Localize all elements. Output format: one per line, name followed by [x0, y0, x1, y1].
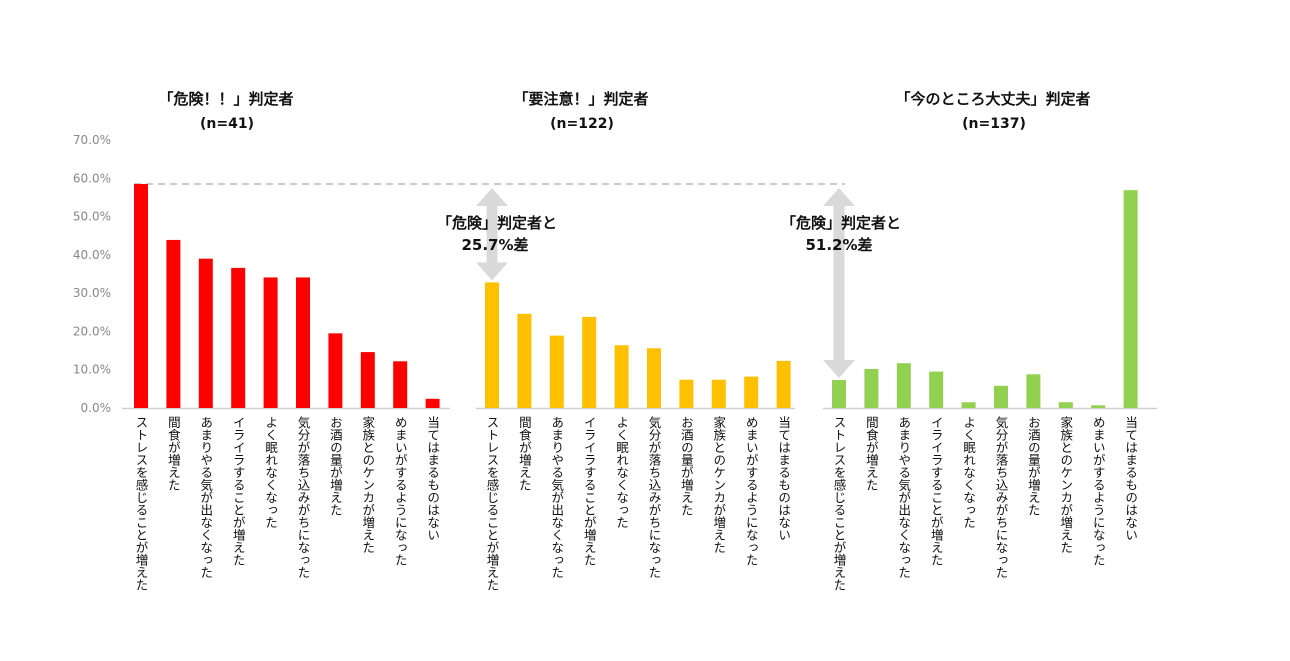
group-sample-size: (n=122)	[550, 116, 614, 132]
bar	[832, 380, 846, 408]
bar	[1091, 405, 1106, 408]
bar	[296, 277, 310, 408]
y-tick-label: 50.0%	[73, 210, 111, 224]
category-label: お酒の量が増えた	[328, 416, 343, 516]
category-label: 間食が増えた	[864, 416, 879, 491]
category-label: めまいがするようになった	[744, 416, 759, 566]
category-label: イライラすることが増えた	[929, 416, 944, 566]
category-label: 当てはまるものはない	[425, 416, 440, 541]
y-tick-label: 10.0%	[73, 363, 111, 377]
bar	[360, 352, 375, 408]
category-label: ストレスを感じることが増えた	[832, 416, 847, 591]
bar	[231, 267, 246, 408]
bar	[166, 239, 181, 408]
category-label: あまりやる気が出なくなった	[549, 416, 564, 579]
bar	[263, 277, 278, 408]
bar	[864, 368, 879, 408]
difference-annotation-line2: 25.7%差	[461, 236, 528, 254]
category-label: あまりやる気が出なくなった	[198, 416, 213, 579]
bar	[485, 282, 499, 408]
category-label: よく眠れなくなった	[614, 416, 629, 529]
difference-annotation-line1: 「危険」判定者と	[437, 214, 557, 232]
category-label: 家族とのケンカが増えた	[360, 415, 375, 554]
category-label: 気分が落ち込みがちになった	[647, 415, 662, 579]
bar	[1123, 190, 1138, 408]
bar	[994, 385, 1008, 408]
category-label: めまいがするようになった	[393, 416, 408, 566]
group-title: 「要注意！」判定者	[513, 90, 648, 108]
bar	[647, 348, 661, 408]
group-title: 「危険！！」判定者	[158, 90, 293, 108]
bar	[582, 316, 597, 408]
category-label: お酒の量が増えた	[679, 416, 694, 516]
bar	[549, 335, 564, 408]
bar	[425, 398, 440, 408]
bar	[896, 363, 911, 408]
category-label: お酒の量が増えた	[1026, 416, 1041, 516]
bar	[328, 333, 343, 408]
category-label: よく眠れなくなった	[961, 416, 976, 529]
group-sample-size: (n=137)	[962, 116, 1026, 132]
category-label: よく眠れなくなった	[263, 416, 278, 529]
bar	[929, 371, 944, 408]
category-label: イライラすることが増えた	[582, 416, 597, 566]
bar	[776, 360, 791, 408]
bar	[393, 361, 408, 408]
bar	[1058, 402, 1073, 408]
bar	[517, 313, 532, 408]
category-label: あまりやる気が出なくなった	[896, 416, 911, 579]
group-sample-size: (n=41)	[200, 116, 254, 132]
category-label: ストレスを感じることが増えた	[134, 416, 149, 591]
category-label: 当てはまるものはない	[1123, 416, 1138, 541]
difference-arrow-2	[823, 188, 855, 379]
bar	[614, 345, 629, 408]
bar	[134, 184, 148, 408]
y-tick-label: 60.0%	[73, 171, 111, 185]
bar	[744, 376, 759, 408]
difference-arrow-1	[476, 188, 508, 281]
y-tick-label: 0.0%	[81, 401, 112, 415]
category-label: 当てはまるものはない	[776, 416, 791, 541]
category-label: ストレスを感じることが増えた	[485, 416, 500, 591]
bar	[711, 379, 726, 408]
group-title: 「今のところ大丈夫」判定者	[895, 90, 1090, 108]
y-tick-label: 70.0%	[73, 133, 111, 147]
bar	[679, 379, 694, 408]
category-label: イライラすることが増えた	[231, 416, 246, 566]
category-label: 間食が増えた	[166, 416, 181, 491]
y-tick-label: 40.0%	[73, 248, 111, 262]
y-tick-label: 20.0%	[73, 324, 111, 338]
category-label: 家族とのケンカが増えた	[1058, 415, 1073, 554]
category-label: めまいがするようになった	[1091, 416, 1106, 566]
difference-annotation-line2: 51.2%差	[805, 236, 872, 254]
bar	[198, 258, 213, 408]
category-label: 家族とのケンカが増えた	[711, 415, 726, 554]
bar	[961, 402, 976, 408]
category-label: 気分が落ち込みがちになった	[296, 415, 311, 579]
y-tick-label: 30.0%	[73, 286, 111, 300]
bar	[1026, 374, 1041, 408]
difference-annotation-line1: 「危険」判定者と	[781, 214, 901, 232]
category-label: 間食が増えた	[517, 416, 532, 491]
category-label: 気分が落ち込みがちになった	[994, 415, 1009, 579]
